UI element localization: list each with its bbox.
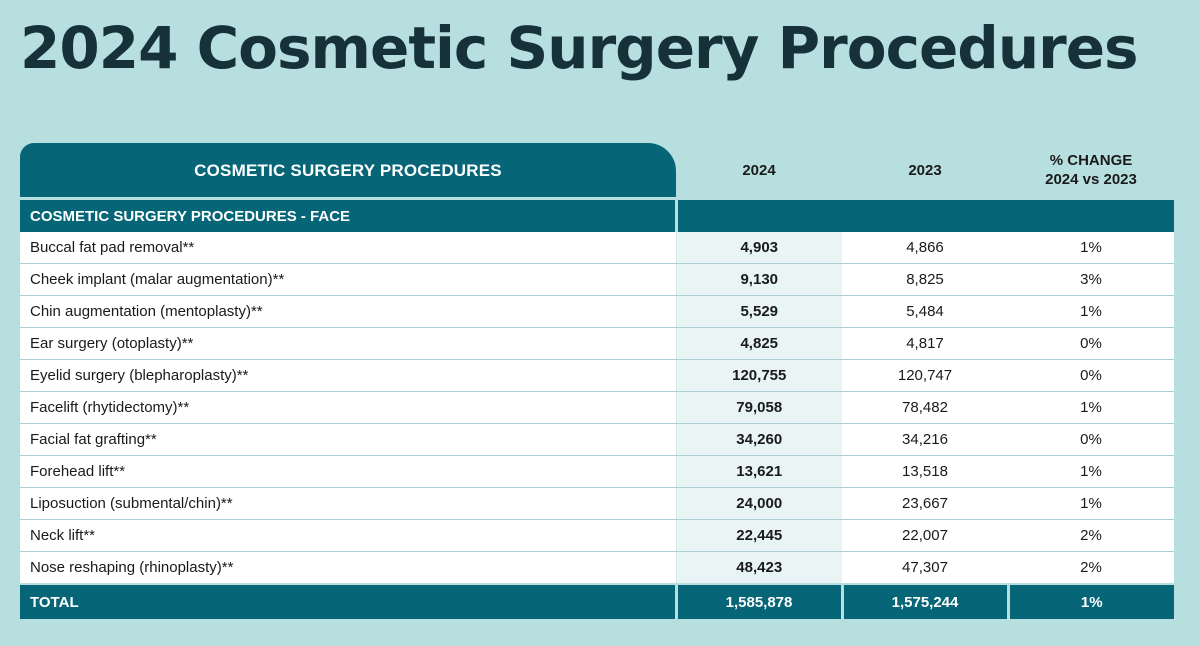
total-label-cell: TOTAL [20,583,676,619]
value-2023-cell: 47,307 [842,551,1008,585]
percent-change-cell: 0% [1008,359,1174,392]
value-2023-cell: 4,817 [842,327,1008,360]
procedure-name-cell: Facelift (rhytidectomy)** [20,391,677,424]
procedure-name-cell: Neck lift** [20,519,677,552]
percent-change-cell: 3% [1008,263,1174,296]
value-2024-cell: 4,825 [676,327,842,360]
procedure-name-cell: Chin augmentation (mentoplasty)** [20,295,677,328]
percent-change-cell: 1% [1008,295,1174,328]
procedure-name-cell: Facial fat grafting** [20,423,677,456]
table-row: Facial fat grafting** 34,260 34,216 0% [20,423,1174,456]
procedure-name-cell: Forehead lift** [20,455,677,488]
value-2023-cell: 5,484 [842,295,1008,328]
procedures-table-container: COSMETIC SURGERY PROCEDURES 2024 2023 % … [20,143,1174,619]
column-header-percent-change: % CHANGE 2024 vs 2023 [1008,143,1174,199]
table-row: Cheek implant (malar augmentation)** 9,13… [20,263,1174,296]
value-2024-cell: 5,529 [676,295,842,328]
table-row: Ear surgery (otoplasty)** 4,825 4,817 0% [20,327,1174,360]
table-row: Eyelid surgery (blepharoplasty)** 120,755… [20,359,1174,392]
section-header-row: COSMETIC SURGERY PROCEDURES - FACE [20,197,1174,232]
section-title: COSMETIC SURGERY PROCEDURES - FACE [20,197,678,232]
value-2024-cell: 4,903 [676,232,842,264]
value-2024-cell: 9,130 [676,263,842,296]
value-2023-cell: 22,007 [842,519,1008,552]
value-2024-cell: 48,423 [676,551,842,585]
percent-change-cell: 1% [1008,391,1174,424]
column-header-2023: 2023 [908,161,942,179]
percent-change-cell: 1% [1008,487,1174,520]
column-header-procedures: COSMETIC SURGERY PROCEDURES [20,143,676,199]
percent-change-cell: 2% [1008,551,1174,585]
value-2023-cell: 23,667 [842,487,1008,520]
table-row: Nose reshaping (rhinoplasty)** 48,423 47,3… [20,551,1174,585]
value-2023-cell: 34,216 [842,423,1008,456]
table-header-row: COSMETIC SURGERY PROCEDURES 2024 2023 % … [20,143,1174,199]
percent-change-cell: 0% [1008,327,1174,360]
value-2023-cell: 78,482 [842,391,1008,424]
value-2024-cell: 24,000 [676,487,842,520]
procedure-name-cell: Eyelid surgery (blepharoplasty)** [20,359,677,392]
percent-change-cell: 1% [1008,232,1174,264]
value-2023-cell: 4,866 [842,232,1008,264]
value-2023-cell: 8,825 [842,263,1008,296]
table-row: Forehead lift** 13,621 13,518 1% [20,455,1174,488]
value-2024-cell: 34,260 [676,423,842,456]
percent-change-cell: 2% [1008,519,1174,552]
value-2024-cell: 79,058 [676,391,842,424]
percent-change-cell: 0% [1008,423,1174,456]
column-header-2024: 2024 [742,161,776,179]
procedure-name-cell: Ear surgery (otoplasty)** [20,327,677,360]
table-row: Chin augmentation (mentoplasty)** 5,529 5,… [20,295,1174,328]
percent-change-cell: 1% [1008,455,1174,488]
procedure-name-cell: Nose reshaping (rhinoplasty)** [20,551,677,585]
procedure-name-cell: Cheek implant (malar augmentation)** [20,263,677,296]
procedure-name-cell: Buccal fat pad removal** [20,232,677,264]
section-header-fill [676,197,1174,232]
table-row: Liposuction (submental/chin)** 24,000 23,6… [20,487,1174,520]
total-2024-cell: 1,585,878 [674,583,842,619]
total-2023-cell: 1,575,244 [840,583,1008,619]
table-row: Neck lift** 22,445 22,007 2% [20,519,1174,552]
value-2023-cell: 120,747 [842,359,1008,392]
procedure-name-cell: Liposuction (submental/chin)** [20,487,677,520]
total-row: TOTAL 1,585,878 1,575,244 1% [20,583,1174,619]
value-2024-cell: 120,755 [676,359,842,392]
procedures-table: COSMETIC SURGERY PROCEDURES 2024 2023 % … [20,143,1174,619]
table-row: Buccal fat pad removal** 4,903 4,866 1% [20,232,1174,264]
percent-change-header-line2: 2024 vs 2023 [1045,171,1137,188]
table-row: Facelift (rhytidectomy)** 79,058 78,482 1% [20,391,1174,424]
value-2024-cell: 13,621 [676,455,842,488]
total-percent-change-cell: 1% [1006,583,1174,619]
value-2024-cell: 22,445 [676,519,842,552]
page-title: 2024 Cosmetic Surgery Procedures [20,14,1139,82]
percent-change-header-line1: % CHANGE [1049,152,1133,169]
value-2023-cell: 13,518 [842,455,1008,488]
